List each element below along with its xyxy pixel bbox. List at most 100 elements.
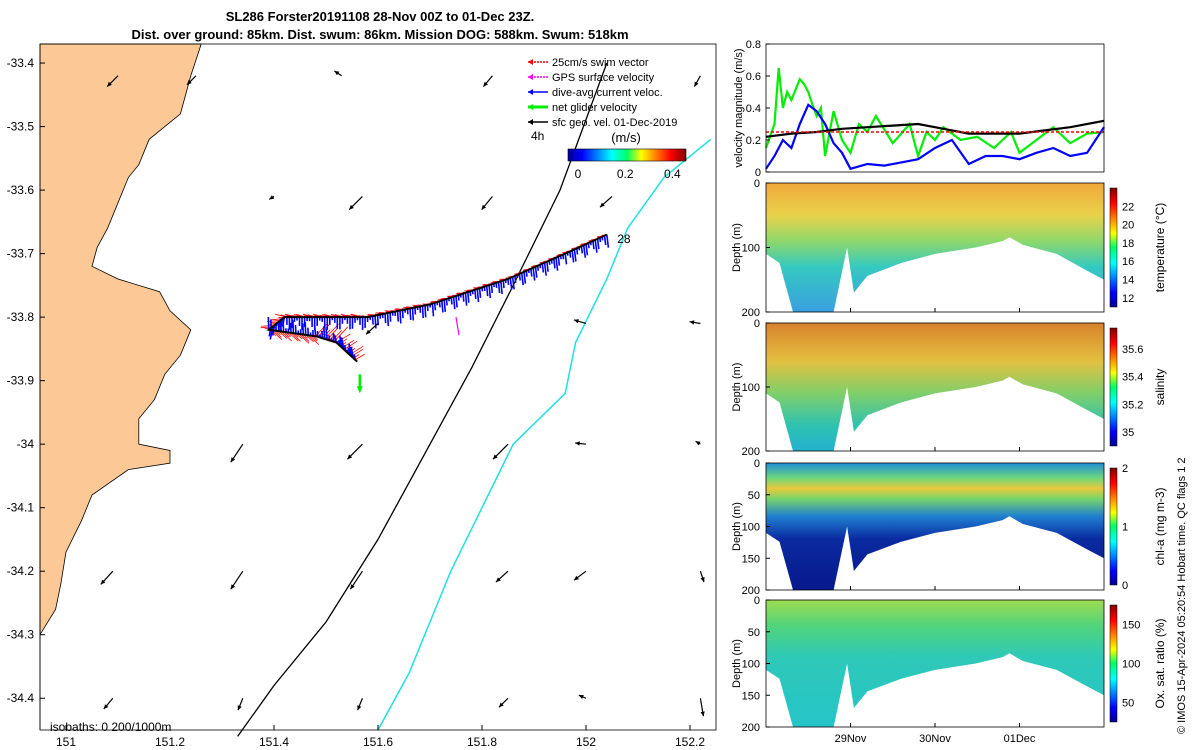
legend-entry: GPS surface velocity <box>552 72 655 84</box>
current-vector <box>334 335 338 343</box>
current-vector <box>421 305 424 319</box>
geo-vector-head <box>574 575 579 581</box>
section-colorbar-tick-label: 12 <box>1122 293 1134 305</box>
current-vector <box>555 257 559 271</box>
current-vector <box>553 258 556 269</box>
current-vector <box>509 277 513 290</box>
section-colorbar-tick-label: 16 <box>1122 256 1134 268</box>
geo-vector-head <box>700 577 705 582</box>
geo-vector-head <box>100 579 106 585</box>
section-colorbar-label: temperature (°C) <box>1153 203 1167 293</box>
map-ytick-label: -33.4 <box>7 56 35 70</box>
map-xtick-label: 151.2 <box>155 735 185 749</box>
current-vector <box>514 275 517 283</box>
map-colorbar-tick-label: 0 <box>575 167 582 181</box>
map-ytick-label: -33.8 <box>7 310 35 324</box>
section-colorbar-tick-label: 35.2 <box>1122 399 1143 411</box>
current-vector <box>269 326 274 340</box>
section-ytick-label: 100 <box>742 382 760 394</box>
map-ytick-label: -34.2 <box>7 564 35 578</box>
swim-vector <box>280 331 292 342</box>
current-vector <box>374 315 377 329</box>
current-vector <box>497 282 501 294</box>
legend-arrowhead <box>528 74 533 80</box>
current-vector <box>462 293 465 302</box>
section-panel: 35 35.2 35.4 35.6 salinity 0 100 200 Depth (m) <box>731 318 1167 458</box>
swim-vector <box>307 334 320 346</box>
geo-vector-head <box>237 705 242 711</box>
map-xtick-label: 152.2 <box>675 735 705 749</box>
map-xtick-label: 151 <box>56 735 76 749</box>
map-ytick-label: -34.4 <box>7 691 35 705</box>
map-xtick-label: 151.6 <box>363 735 393 749</box>
section-colorbar-tick-label: 18 <box>1122 238 1134 250</box>
current-vector <box>500 281 503 295</box>
section-colorbar-tick-label: 100 <box>1122 659 1140 671</box>
section-ytick-label: 0 <box>754 458 760 470</box>
current-vector <box>557 256 561 266</box>
current-vector <box>443 299 447 312</box>
current-vector <box>350 346 355 359</box>
map-xtick-label: 152 <box>576 735 596 749</box>
section-colorbar <box>1109 187 1118 308</box>
map-ytick-label: -33.5 <box>7 120 35 134</box>
geo-vector-head <box>187 80 192 85</box>
swim-vector <box>288 332 299 342</box>
map-colorbar <box>567 148 687 162</box>
current-vector <box>582 244 587 258</box>
legend-extra-label: 4h <box>531 129 544 143</box>
geo-vector-head <box>574 319 579 324</box>
glider-track <box>266 233 608 363</box>
current-vector <box>485 285 489 297</box>
section-colorbar-tick-label: 14 <box>1122 275 1134 287</box>
track-start-label: 28 <box>617 232 631 246</box>
current-vector <box>464 292 468 306</box>
current-vector <box>441 300 444 313</box>
swim-vector <box>290 332 301 342</box>
current-vector <box>325 328 328 340</box>
geo-vector-head <box>366 329 371 335</box>
section-ytick-label: 200 <box>742 307 760 319</box>
current-vector <box>340 337 345 350</box>
section-colorbar-tick-label: 35.4 <box>1122 372 1143 384</box>
current-vector <box>490 284 493 293</box>
geo-vector-head <box>103 704 109 709</box>
geo-vector-head <box>483 81 488 87</box>
section-ytick-label: 100 <box>742 659 760 671</box>
velocity-series-line <box>765 119 1105 138</box>
legend-entry: net glider velocity <box>552 102 637 114</box>
current-vector <box>532 267 536 281</box>
velocity-ytick-label: 0.8 <box>746 39 761 51</box>
section-unsampled-mask <box>766 237 1104 312</box>
geo-vector-head <box>350 584 355 590</box>
geo-vector-head <box>481 204 487 210</box>
map-colorbar-tick-label: 0.2 <box>617 167 634 181</box>
gps-velocity-vector <box>455 317 460 336</box>
current-vector <box>371 316 374 325</box>
section-colorbar <box>1109 327 1118 447</box>
current-vector <box>543 262 547 276</box>
current-vector <box>476 288 480 303</box>
current-vector <box>433 302 437 311</box>
velocity-ytick-label: 0.6 <box>746 71 761 83</box>
map-ytick-label: -34.3 <box>7 628 35 642</box>
geo-vector-head <box>493 454 498 460</box>
section-ytick-label: 200 <box>742 722 760 734</box>
current-vector <box>348 343 353 357</box>
section-colorbar-tick-label: 2 <box>1122 463 1128 475</box>
current-vector <box>520 272 524 286</box>
section-panel: 50 100 150 Ox. sat. ratio (%) 0 50 100 150 200 De… <box>731 595 1167 734</box>
section-ylabel: Depth (m) <box>731 363 743 412</box>
current-vector <box>292 320 295 334</box>
map-colorbar-tick-label: 0.4 <box>664 167 681 181</box>
net-velocity-arrowhead <box>356 386 363 394</box>
current-vector <box>396 310 399 322</box>
swim-vector <box>355 353 365 361</box>
current-vector <box>530 268 533 277</box>
section-colorbar-tick-label: 0 <box>1122 580 1128 592</box>
section-ytick-label: 100 <box>742 522 760 534</box>
map-ytick-label: -33.6 <box>7 183 35 197</box>
current-vector <box>321 330 324 339</box>
